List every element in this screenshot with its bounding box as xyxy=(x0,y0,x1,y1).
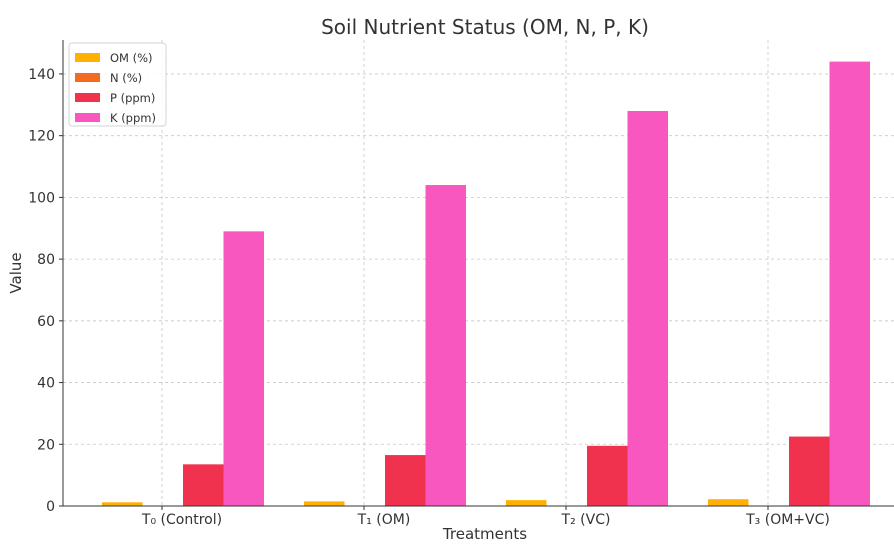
x-tick-label: T₁ (OM) xyxy=(357,512,411,528)
x-tick-label: T₃ (OM+VC) xyxy=(745,512,830,528)
bar-p-ppm xyxy=(183,464,224,506)
y-tick-label: 120 xyxy=(28,129,55,145)
y-tick-label: 0 xyxy=(46,499,55,515)
chart-title: Soil Nutrient Status (OM, N, P, K) xyxy=(321,15,649,39)
bars xyxy=(102,62,870,506)
bar-k-ppm xyxy=(426,185,467,506)
bar-p-ppm xyxy=(789,437,830,506)
legend-swatch xyxy=(75,113,100,122)
y-tick-label: 20 xyxy=(37,437,55,453)
bar-k-ppm xyxy=(628,111,669,506)
legend-swatch xyxy=(75,53,100,62)
y-tick-label: 60 xyxy=(37,314,55,330)
y-axis-label: Value xyxy=(7,252,25,293)
y-tick-label: 140 xyxy=(28,67,55,83)
legend-swatch xyxy=(75,93,100,102)
legend-label: OM (%) xyxy=(110,51,153,65)
plot-frame xyxy=(63,40,894,506)
x-tick-label: T₂ (VC) xyxy=(561,512,611,528)
legend: OM (%) N (%) P (ppm) K (ppm) xyxy=(69,43,166,126)
grid xyxy=(63,40,894,506)
y-tick-label: 40 xyxy=(37,376,55,392)
bar-p-ppm xyxy=(385,455,426,506)
legend-swatch xyxy=(75,73,100,82)
legend-label: K (ppm) xyxy=(110,111,156,125)
x-tick-label: T₀ (Control) xyxy=(141,512,222,528)
bar-k-ppm xyxy=(830,62,871,506)
bar-om xyxy=(102,502,143,506)
y-tick-label: 80 xyxy=(37,252,55,268)
bar-om xyxy=(708,499,749,506)
x-axis-label: Treatments xyxy=(442,525,527,542)
bar-om xyxy=(304,501,345,506)
bar-om xyxy=(506,500,547,506)
bar-p-ppm xyxy=(587,446,628,506)
bar-k-ppm xyxy=(224,231,265,506)
y-tick-label: 100 xyxy=(28,190,55,206)
legend-label: P (ppm) xyxy=(110,91,155,105)
y-axis-ticks: 0 20 40 60 80 100 120 140 xyxy=(28,67,63,515)
legend-label: N (%) xyxy=(110,71,142,85)
axes xyxy=(63,40,894,506)
